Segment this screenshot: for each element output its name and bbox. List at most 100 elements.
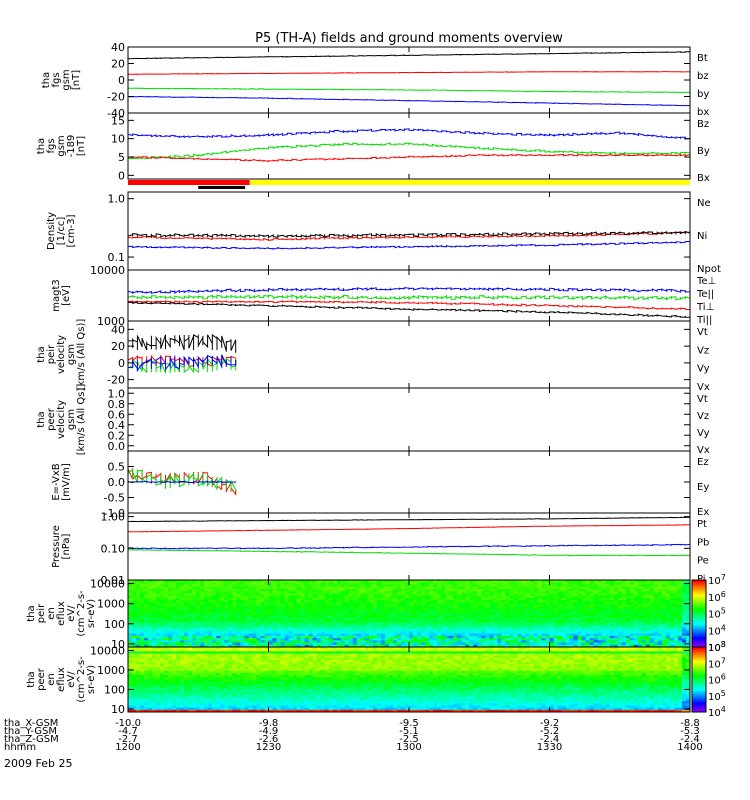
spectrogram-cell — [396, 629, 402, 632]
spectrogram-cell — [296, 647, 302, 650]
spectrogram-cell — [384, 631, 390, 634]
spectrogram-cell — [661, 611, 667, 614]
spectrogram-cell — [473, 609, 478, 612]
spectrogram-cell — [441, 638, 446, 641]
spectrogram-cell — [216, 624, 221, 628]
spectrogram-cell — [168, 642, 173, 646]
spectrogram-cell — [272, 635, 277, 639]
spectrogram-cell — [228, 593, 233, 597]
spectrogram-cell — [605, 613, 611, 617]
spectrogram-cell — [312, 644, 318, 648]
spectrogram-cell — [376, 591, 382, 594]
spectrogram-cell — [360, 615, 366, 619]
spectrogram-cell — [152, 640, 157, 643]
spectrogram-cell — [224, 606, 229, 610]
spectrogram-cell — [473, 644, 478, 648]
spectrogram-cell — [677, 582, 683, 585]
spectrogram-cell — [457, 629, 462, 632]
spectrogram-cell — [304, 597, 310, 601]
spectrogram-cell — [641, 595, 647, 599]
spectrogram-cell — [220, 600, 225, 603]
spectrogram-cell — [429, 622, 434, 626]
spectrogram-cell — [645, 586, 651, 590]
spectrogram-cell — [244, 640, 249, 643]
spectrogram-cell — [352, 644, 358, 648]
spectrogram-cell — [368, 602, 374, 605]
spectrogram-cell — [477, 620, 482, 623]
spectrogram-cell — [260, 626, 265, 630]
spectrogram-cell — [252, 635, 257, 639]
spectrogram-cell — [268, 593, 273, 597]
spectrogram-cell — [633, 613, 639, 617]
spectrogram-cell — [144, 620, 149, 623]
spectrogram-cell — [465, 584, 470, 588]
colorbar-swatch — [692, 645, 706, 648]
spectrogram-cell — [196, 651, 201, 654]
spectrogram-cell — [601, 617, 607, 621]
spectrogram-cell — [392, 586, 398, 590]
spectrogram-cell — [396, 622, 402, 626]
spectrogram-cell — [545, 606, 550, 610]
spectrogram-cell — [328, 588, 334, 592]
spectrogram-cell — [461, 597, 466, 601]
spectrogram-cell — [673, 606, 679, 610]
spectrogram-cell — [593, 638, 599, 641]
spectrogram-cell — [577, 624, 583, 628]
spectrogram-cell — [276, 600, 281, 603]
spectrogram-cell — [645, 631, 651, 634]
spectrogram-cell — [368, 606, 374, 610]
spectrogram-cell — [545, 633, 550, 637]
colorbar-swatch — [692, 616, 706, 620]
spectrogram-cell — [284, 597, 289, 601]
spectrogram-cell — [477, 584, 482, 588]
spectrogram-cell — [300, 597, 306, 601]
spectrogram-cell — [497, 613, 502, 617]
spectrogram-cell — [336, 642, 342, 646]
spectrogram-cell — [296, 620, 302, 623]
spectrogram-cell — [605, 615, 611, 619]
spectrogram-cell — [188, 613, 193, 617]
spectrogram-cell — [264, 629, 269, 632]
spectrogram-cell — [184, 597, 189, 601]
spectrogram-cell — [164, 620, 169, 623]
spectrogram-cell — [272, 629, 277, 632]
series-line-bx — [127, 95, 691, 107]
spectrogram-cell — [232, 611, 237, 614]
spectrogram-cell — [593, 597, 599, 601]
spectrogram-cell — [204, 629, 209, 632]
spectrogram-cell — [621, 593, 627, 597]
spectrogram-cell — [665, 609, 671, 612]
spectrogram-cell — [509, 620, 514, 623]
spectrogram-cell — [425, 580, 430, 583]
spectrogram-cell — [453, 635, 458, 639]
spectrogram-cell — [505, 611, 510, 614]
spectrogram-cell — [328, 638, 334, 641]
spectrogram-cell — [417, 626, 422, 630]
spectrogram-cell — [328, 606, 334, 610]
spectrogram-cell — [601, 611, 607, 614]
spectrogram-cell — [521, 593, 526, 597]
spectrogram-cell — [384, 622, 390, 626]
spectrogram-cell — [625, 595, 631, 599]
spectrogram-cell — [569, 595, 574, 599]
spectrogram-cell — [645, 635, 651, 639]
spectrogram-cell — [268, 586, 273, 590]
spectrogram-cell — [465, 638, 470, 641]
spectrogram-cell — [557, 602, 562, 605]
spectrogram-cell — [392, 611, 398, 614]
spectrogram-cell — [292, 588, 297, 592]
spectrogram-cell — [328, 613, 334, 617]
spectrogram-cell — [553, 595, 558, 599]
spectrogram-cell — [417, 584, 422, 588]
spectrogram-cell — [537, 633, 542, 637]
spectrogram-cell — [677, 602, 683, 605]
spectrogram-cell — [461, 622, 466, 626]
spectrogram-cell — [288, 602, 293, 605]
spectrogram-cell — [585, 609, 591, 612]
spectrogram-cell — [204, 633, 209, 637]
spectrogram-cell — [312, 626, 318, 630]
spectrogram-cell — [260, 624, 265, 628]
spectrogram-cell — [372, 580, 378, 583]
spectrogram-cell — [429, 597, 434, 601]
